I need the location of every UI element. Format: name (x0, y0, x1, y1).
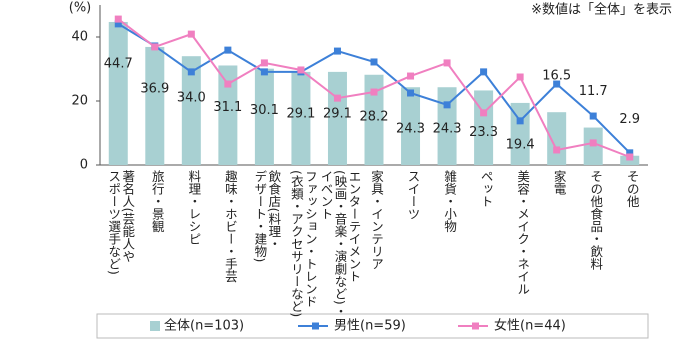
legend-label: 女性(n=44) (494, 318, 566, 334)
data-label: 30.1 (250, 103, 279, 118)
legend-box (96, 313, 649, 339)
marker (626, 153, 634, 161)
data-label: 16.5 (542, 69, 571, 84)
data-label: 29.1 (286, 106, 315, 121)
marker (151, 43, 159, 51)
bar (364, 74, 384, 165)
marker (224, 46, 232, 54)
x-tick-label: 家電 (551, 170, 567, 195)
bar (181, 56, 201, 166)
marker (370, 58, 378, 66)
x-tick-label: ペット (478, 170, 494, 208)
y-axis-label: (%) (69, 1, 92, 16)
data-label: 31.1 (213, 100, 242, 115)
marker (224, 80, 232, 88)
marker (407, 72, 415, 80)
bar (145, 46, 165, 165)
marker (589, 112, 597, 120)
marker (443, 59, 451, 67)
y-tick-label: 0 (80, 158, 88, 173)
legend-label: 男性(n=59) (334, 319, 406, 334)
data-label: 34.0 (177, 91, 206, 106)
x-tick-label: 飲食店(料理・ デザート・建物) (252, 170, 282, 263)
bar (291, 71, 311, 165)
marker (333, 94, 341, 102)
marker (516, 73, 524, 81)
x-tick-label: スイーツ (405, 170, 421, 220)
marker (626, 149, 634, 157)
marker (260, 68, 268, 76)
marker (480, 68, 488, 76)
x-tick-label: 旅行・景観 (149, 170, 165, 233)
data-label: 11.7 (579, 84, 608, 99)
x-tick-label: 家具・インテリア (369, 170, 384, 270)
data-label: 24.3 (396, 122, 425, 137)
x-tick-label: 著名人(芸能人や スポーツ選手など) (106, 170, 136, 275)
y-tick-label: 40 (71, 30, 88, 45)
data-label: 36.9 (140, 81, 169, 96)
x-tick-label: その他食品・飲料 (588, 170, 604, 270)
data-label: 2.9 (619, 112, 640, 127)
legend-swatch (150, 321, 160, 331)
marker (370, 88, 378, 96)
bar (218, 65, 238, 165)
marker (553, 146, 561, 154)
marker (114, 20, 122, 28)
marker (187, 30, 195, 38)
x-tick-label: 料理・レシピ (186, 170, 202, 245)
marker (553, 80, 561, 88)
marker (589, 139, 597, 147)
data-label: 28.2 (360, 109, 389, 124)
legend-marker (312, 322, 319, 330)
data-label: 29.1 (323, 106, 352, 121)
marker (480, 109, 488, 117)
marker (516, 117, 524, 125)
bar (510, 102, 530, 165)
x-tick-label: 雑貨・小物 (442, 170, 458, 233)
legend-label: 全体(n=103) (164, 318, 244, 334)
data-label: 44.7 (104, 56, 133, 71)
bar (547, 112, 567, 165)
x-tick-label: エンターテイメント (映画・音楽・演劇など)・ イベント (318, 170, 362, 318)
bar (254, 68, 274, 165)
x-tick-label: 趣味・ホビー・手芸 (222, 170, 238, 283)
marker (187, 68, 195, 76)
data-label: 24.3 (433, 122, 462, 137)
marker (407, 89, 415, 97)
marker (443, 101, 451, 109)
marker (297, 66, 305, 74)
x-tick-label: ファッション・トレンド (衣類・アクセサリーなど) (288, 170, 318, 318)
note: ※数値は「全体」を表示 (531, 2, 672, 18)
x-tick-label: 美容・メイク・ネイル (515, 170, 531, 295)
bar (437, 87, 457, 165)
x-tick-label: その他 (624, 170, 640, 208)
y-tick-label: 20 (71, 94, 88, 109)
marker (114, 15, 122, 23)
bar (108, 21, 128, 166)
legend-marker (472, 322, 479, 330)
bar (401, 87, 421, 165)
data-label: 19.4 (506, 137, 535, 152)
marker (260, 59, 268, 67)
marker (333, 47, 341, 55)
data-label: 23.3 (469, 125, 498, 140)
